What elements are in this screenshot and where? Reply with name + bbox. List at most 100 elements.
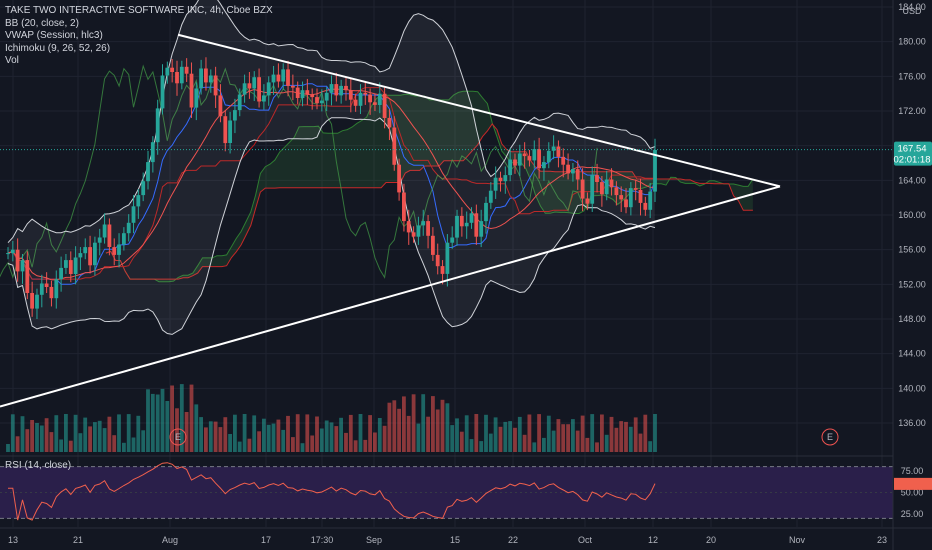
candle-body-61 (300, 90, 305, 98)
rsi-tick-1: 50.00 (901, 488, 924, 498)
earnings-marker-label-1: E (827, 432, 833, 442)
volume-bar-71 (348, 414, 353, 452)
volume-bar-39 (194, 404, 199, 452)
candle-body-112 (546, 150, 551, 163)
candle-body-56 (276, 74, 281, 82)
volume-bar-129 (628, 426, 633, 452)
volume-bars (6, 384, 657, 452)
volume-bar-77 (377, 418, 382, 452)
candle-body-27 (136, 195, 141, 207)
candle-body-6 (35, 294, 39, 309)
volume-bar-88 (431, 396, 435, 452)
triangle-trendlines[interactable] (0, 33, 781, 408)
volume-bar-9 (49, 432, 54, 452)
rsi-tick-0: 75.00 (901, 466, 924, 476)
volume-bar-67 (329, 422, 334, 452)
volume-bar-105 (513, 427, 517, 452)
candle-body-76 (373, 102, 377, 105)
volume-bar-31 (155, 394, 160, 452)
candle-body-130 (633, 188, 638, 190)
volume-bar-99 (484, 414, 488, 452)
senkou-a-line (105, 90, 754, 283)
candle-body-98 (479, 221, 484, 237)
volume-bar-78 (382, 425, 387, 452)
price-tag-box (894, 141, 932, 166)
rsi-legend[interactable]: RSI (14, close) (5, 460, 72, 471)
candle-body-92 (450, 237, 455, 243)
candle-body-74 (363, 92, 368, 95)
price-tick-7: 156.00 (898, 245, 926, 255)
candle-body-125 (609, 179, 614, 188)
candle-body-119 (580, 179, 585, 199)
volume-bar-113 (551, 430, 556, 452)
candle-body-106 (517, 153, 522, 166)
volume-bar-103 (503, 421, 508, 452)
candle-body-55 (271, 74, 276, 83)
candle-body-132 (643, 202, 648, 210)
volume-bar-16 (83, 417, 88, 452)
volume-bar-12 (64, 414, 68, 452)
candle-body-93 (455, 215, 459, 238)
candle-body-53 (262, 95, 266, 102)
indicator-bb[interactable]: BB (20, close, 2) (5, 17, 79, 29)
candle-body-123 (600, 182, 604, 195)
candle-body-10 (54, 279, 59, 299)
volume-bar-126 (614, 427, 619, 452)
candle-body-88 (431, 235, 435, 255)
upper-trendline (177, 33, 781, 188)
candle-body-2 (15, 249, 20, 272)
time-tick-1: 21 (73, 535, 83, 545)
indicator-ichimoku[interactable]: Ichimoku (9, 26, 52, 26) (5, 42, 111, 54)
volume-bar-69 (339, 417, 343, 452)
candle-body-28 (141, 181, 146, 196)
candle-body-69 (339, 85, 343, 96)
volume-bar-51 (252, 415, 257, 452)
volume-bar-40 (199, 417, 203, 452)
currency-label: USD (902, 6, 922, 16)
candle-body-79 (387, 117, 392, 128)
volume-bar-87 (426, 416, 430, 452)
volume-bar-109 (532, 442, 537, 452)
volume-bar-73 (358, 414, 363, 452)
candle-body-126 (614, 187, 619, 196)
candle-body-31 (155, 108, 160, 143)
indicator-vwap[interactable]: VWAP (Session, hlc3) (5, 30, 103, 41)
volume-bar-119 (580, 415, 585, 452)
candle-body-0 (6, 253, 10, 255)
rsi-last-tag (894, 477, 932, 490)
volume-bar-111 (542, 437, 546, 452)
volume-bar-5 (30, 420, 34, 452)
indicator-vol[interactable]: Vol (5, 55, 19, 66)
price-tick-10: 144.00 (898, 349, 926, 359)
volume-bar-22 (112, 435, 117, 452)
price-tick-6: 160.00 (898, 210, 926, 220)
volume-bar-23 (117, 414, 121, 452)
bollinger-bands (7, 0, 656, 335)
time-tick-8: Oct (578, 535, 593, 545)
candle-body-8 (44, 283, 49, 287)
volume-bar-27 (136, 415, 141, 452)
rsi-pane (0, 455, 932, 521)
time-tick-12: 23 (877, 535, 887, 545)
volume-bar-95 (464, 415, 469, 452)
candle-body-22 (112, 247, 117, 255)
candle-body-90 (440, 266, 445, 274)
candle-body-58 (286, 69, 290, 86)
candle-body-34 (170, 67, 174, 72)
candle-body-45 (223, 116, 228, 144)
candle-body-111 (542, 162, 546, 169)
candle-body-35 (175, 72, 179, 84)
candle-body-48 (237, 94, 242, 111)
time-tick-9: 12 (648, 535, 658, 545)
volume-bar-37 (184, 412, 189, 452)
volume-bar-36 (179, 384, 184, 452)
time-tick-10: 20 (706, 535, 716, 545)
candle-body-109 (532, 149, 537, 161)
symbol-title[interactable]: TAKE TWO INTERACTIVE SOFTWARE INC, 4h, C… (5, 5, 273, 16)
candle-body-60 (295, 87, 300, 98)
candle-body-121 (590, 175, 595, 204)
candle-body-19 (97, 237, 102, 243)
volume-bar-4 (25, 429, 30, 452)
